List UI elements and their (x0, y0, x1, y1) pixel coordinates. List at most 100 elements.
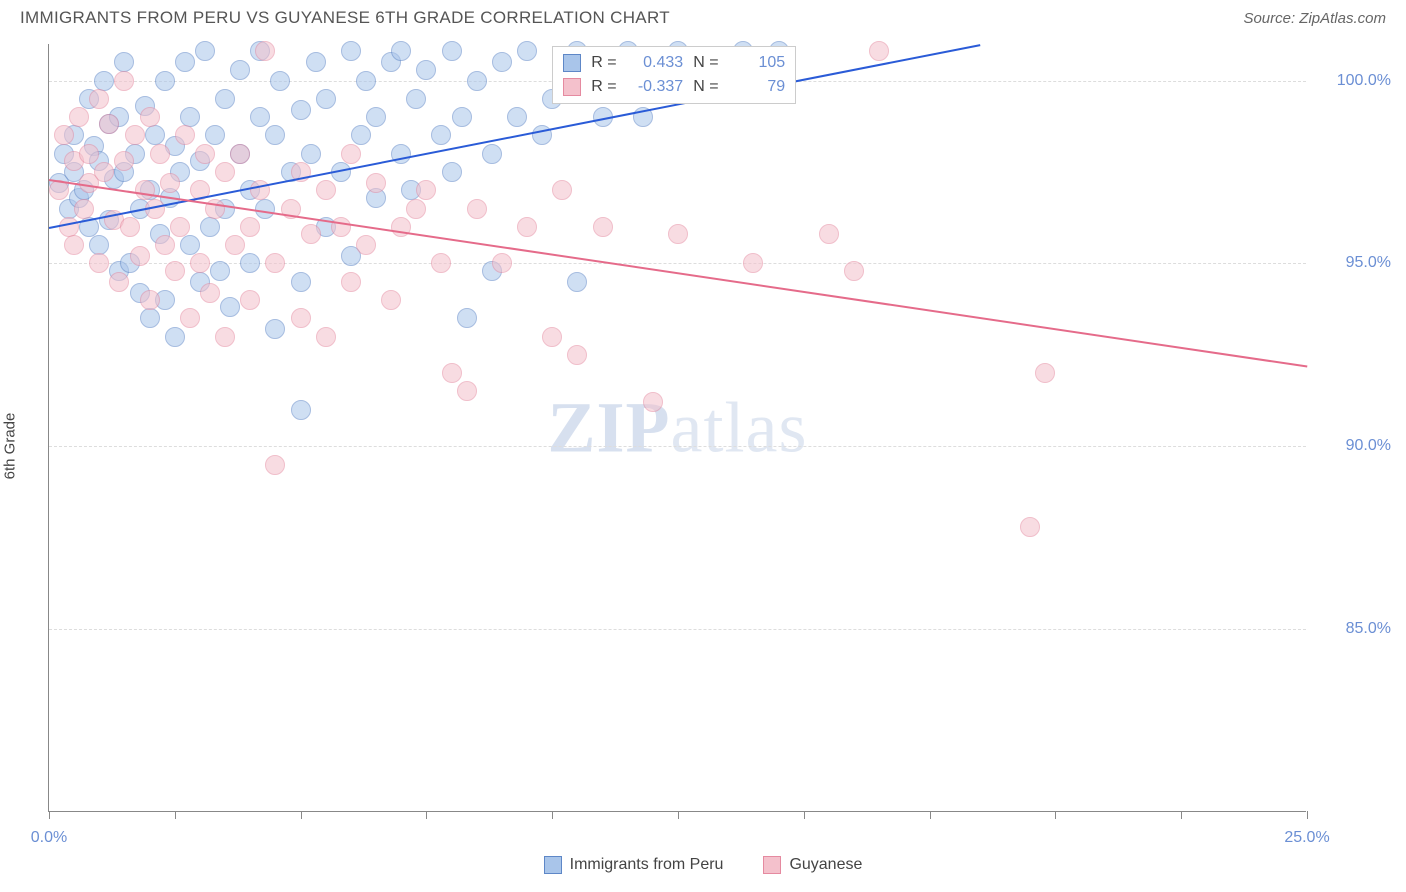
x-tick (175, 811, 176, 819)
legend-item: Immigrants from Peru (544, 856, 724, 874)
data-point (452, 107, 472, 127)
data-point (743, 253, 763, 273)
stats-n-value: 79 (733, 78, 785, 96)
data-point (316, 89, 336, 109)
legend-label: Immigrants from Peru (570, 856, 724, 874)
data-point (210, 261, 230, 281)
data-point (155, 71, 175, 91)
data-point (145, 125, 165, 145)
data-point (567, 272, 587, 292)
data-point (180, 235, 200, 255)
data-point (215, 327, 235, 347)
data-point (341, 144, 361, 164)
data-point (265, 125, 285, 145)
data-point (160, 173, 180, 193)
data-point (593, 217, 613, 237)
data-point (316, 180, 336, 200)
data-point (140, 107, 160, 127)
data-point (482, 144, 502, 164)
y-tick-label: 100.0% (1321, 72, 1391, 90)
x-tick (1181, 811, 1182, 819)
data-point (442, 41, 462, 61)
data-point (195, 41, 215, 61)
y-axis-label: 6th Grade (2, 413, 19, 480)
stats-row: R =-0.337N =79 (563, 75, 785, 99)
stats-r-label: R = (591, 54, 621, 72)
data-point (175, 52, 195, 72)
gridline (49, 446, 1306, 447)
data-point (54, 125, 74, 145)
data-point (356, 71, 376, 91)
data-point (94, 162, 114, 182)
data-point (69, 107, 89, 127)
stats-r-label: R = (591, 78, 621, 96)
title-bar: IMMIGRANTS FROM PERU VS GUYANESE 6TH GRA… (0, 0, 1406, 32)
data-point (306, 52, 326, 72)
stats-n-label: N = (693, 54, 723, 72)
data-point (416, 180, 436, 200)
data-point (265, 319, 285, 339)
data-point (331, 217, 351, 237)
data-point (552, 180, 572, 200)
x-tick (49, 811, 50, 819)
data-point (165, 327, 185, 347)
data-point (291, 272, 311, 292)
stats-n-value: 105 (733, 54, 785, 72)
data-point (255, 199, 275, 219)
data-point (542, 327, 562, 347)
data-point (59, 217, 79, 237)
data-point (200, 217, 220, 237)
chart-plot-area: ZIPatlas 85.0%90.0%95.0%100.0%0.0%25.0%R… (48, 44, 1306, 812)
data-point (205, 125, 225, 145)
data-point (291, 400, 311, 420)
stats-n-label: N = (693, 78, 723, 96)
data-point (391, 41, 411, 61)
data-point (135, 180, 155, 200)
data-point (381, 290, 401, 310)
data-point (220, 297, 240, 317)
data-point (844, 261, 864, 281)
y-tick-label: 95.0% (1321, 254, 1391, 272)
data-point (467, 71, 487, 91)
data-point (517, 41, 537, 61)
data-point (366, 173, 386, 193)
data-point (150, 144, 170, 164)
data-point (1020, 517, 1040, 537)
data-point (351, 125, 371, 145)
gridline (49, 263, 1306, 264)
data-point (291, 308, 311, 328)
data-point (366, 107, 386, 127)
data-point (492, 253, 512, 273)
data-point (265, 455, 285, 475)
legend-swatch (544, 856, 562, 874)
x-tick (1307, 811, 1308, 819)
data-point (170, 217, 190, 237)
data-point (819, 224, 839, 244)
data-point (89, 253, 109, 273)
data-point (180, 107, 200, 127)
x-tick (930, 811, 931, 819)
legend-label: Guyanese (789, 856, 862, 874)
x-tick (1055, 811, 1056, 819)
data-point (250, 107, 270, 127)
data-point (109, 272, 129, 292)
data-point (64, 235, 84, 255)
data-point (301, 224, 321, 244)
data-point (130, 246, 150, 266)
x-tick-label: 0.0% (31, 829, 67, 847)
watermark: ZIPatlas (548, 386, 808, 469)
data-point (215, 89, 235, 109)
data-point (643, 392, 663, 412)
data-point (240, 253, 260, 273)
data-point (291, 100, 311, 120)
data-point (492, 52, 512, 72)
data-point (190, 253, 210, 273)
legend-swatch (763, 856, 781, 874)
data-point (406, 89, 426, 109)
legend-item: Guyanese (763, 856, 862, 874)
data-point (230, 144, 250, 164)
data-point (240, 290, 260, 310)
data-point (341, 41, 361, 61)
data-point (140, 308, 160, 328)
data-point (230, 60, 250, 80)
